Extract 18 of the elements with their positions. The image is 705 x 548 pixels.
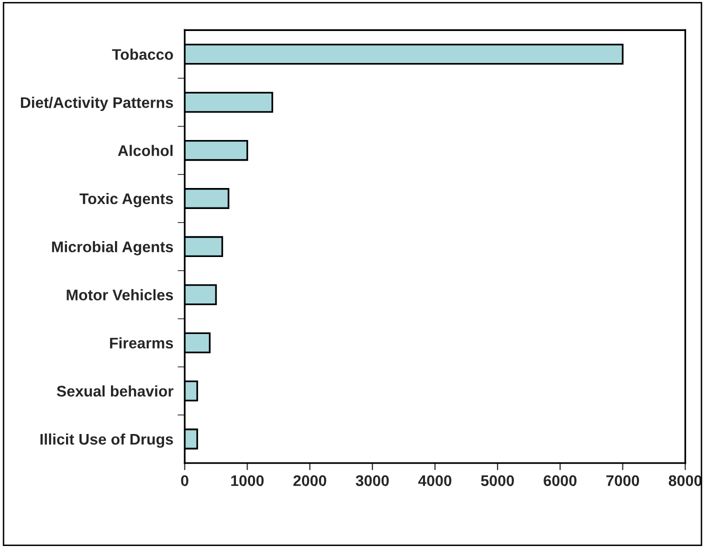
x-tick-label: 8000 (668, 475, 702, 486)
x-tick-label: 4000 (418, 475, 452, 486)
y-tick-label: Alcohol (118, 144, 173, 156)
y-tick-label: Motor Vehicles (66, 289, 173, 300)
y-tick-label: Illicit Use of Drugs (40, 433, 173, 448)
y-tick-label: Toxic Agents (80, 192, 173, 208)
x-tick-label: 3000 (356, 475, 389, 486)
x-tick-label: 2000 (293, 475, 326, 486)
y-tick-label: Microbial Agents (52, 241, 173, 256)
x-tick-label: 7000 (606, 475, 640, 486)
y-tick-label: Sexual behavior (56, 385, 174, 397)
y-tick-label: Firearms (110, 337, 173, 348)
y-tick-label: Tobacco (112, 48, 174, 60)
y-tick-label: Diet/Activity Patterns (20, 96, 173, 111)
x-tick-label: 5000 (481, 475, 514, 486)
x-tick-label: 1000 (231, 475, 264, 486)
x-tick-label: 6000 (544, 475, 576, 486)
x-tick-label: 0 (181, 475, 188, 486)
